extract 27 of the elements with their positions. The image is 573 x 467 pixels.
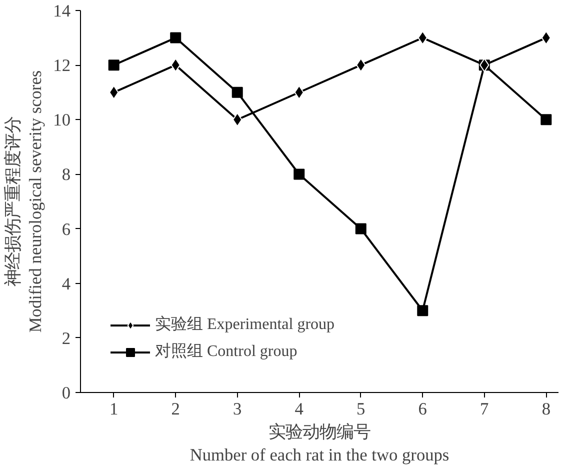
point bbox=[294, 168, 305, 180]
y-tick-label: 8 bbox=[62, 165, 71, 184]
y-tick-label: 0 bbox=[62, 384, 71, 402]
x-tick-label: 7 bbox=[480, 400, 490, 418]
point bbox=[170, 32, 182, 44]
point bbox=[540, 114, 552, 126]
x-tick-label: 4 bbox=[294, 400, 304, 418]
y-tick-label: 2 bbox=[62, 328, 71, 348]
legend-label: 对照组 Control group bbox=[155, 342, 298, 362]
x-tick-label: 8 bbox=[542, 400, 550, 418]
x-axis-title: 实验动物编号 Number of each rat in the two groups bbox=[190, 422, 450, 464]
x-tick-label: 6 bbox=[418, 400, 428, 418]
point bbox=[417, 305, 428, 316]
y-tick-label: 6 bbox=[62, 220, 71, 239]
point bbox=[232, 86, 243, 98]
y-tick-label: 4 bbox=[62, 274, 71, 294]
point bbox=[355, 223, 366, 234]
y-tick-label: 12 bbox=[53, 56, 70, 76]
y-tick-label: 10 bbox=[53, 110, 70, 130]
point bbox=[108, 60, 120, 71]
x-tick-label: 1 bbox=[110, 400, 118, 418]
legend-label: 实验组 Experimental group bbox=[155, 314, 335, 335]
y-tick-label: 14 bbox=[53, 2, 71, 20]
y-axis-title: 神经损伤严重程度评分 Modified neurological severity scores bbox=[3, 70, 46, 333]
x-tick-label: 5 bbox=[356, 400, 366, 418]
x-tick-label: 2 bbox=[171, 400, 180, 418]
x-tick-label: 3 bbox=[233, 400, 242, 418]
